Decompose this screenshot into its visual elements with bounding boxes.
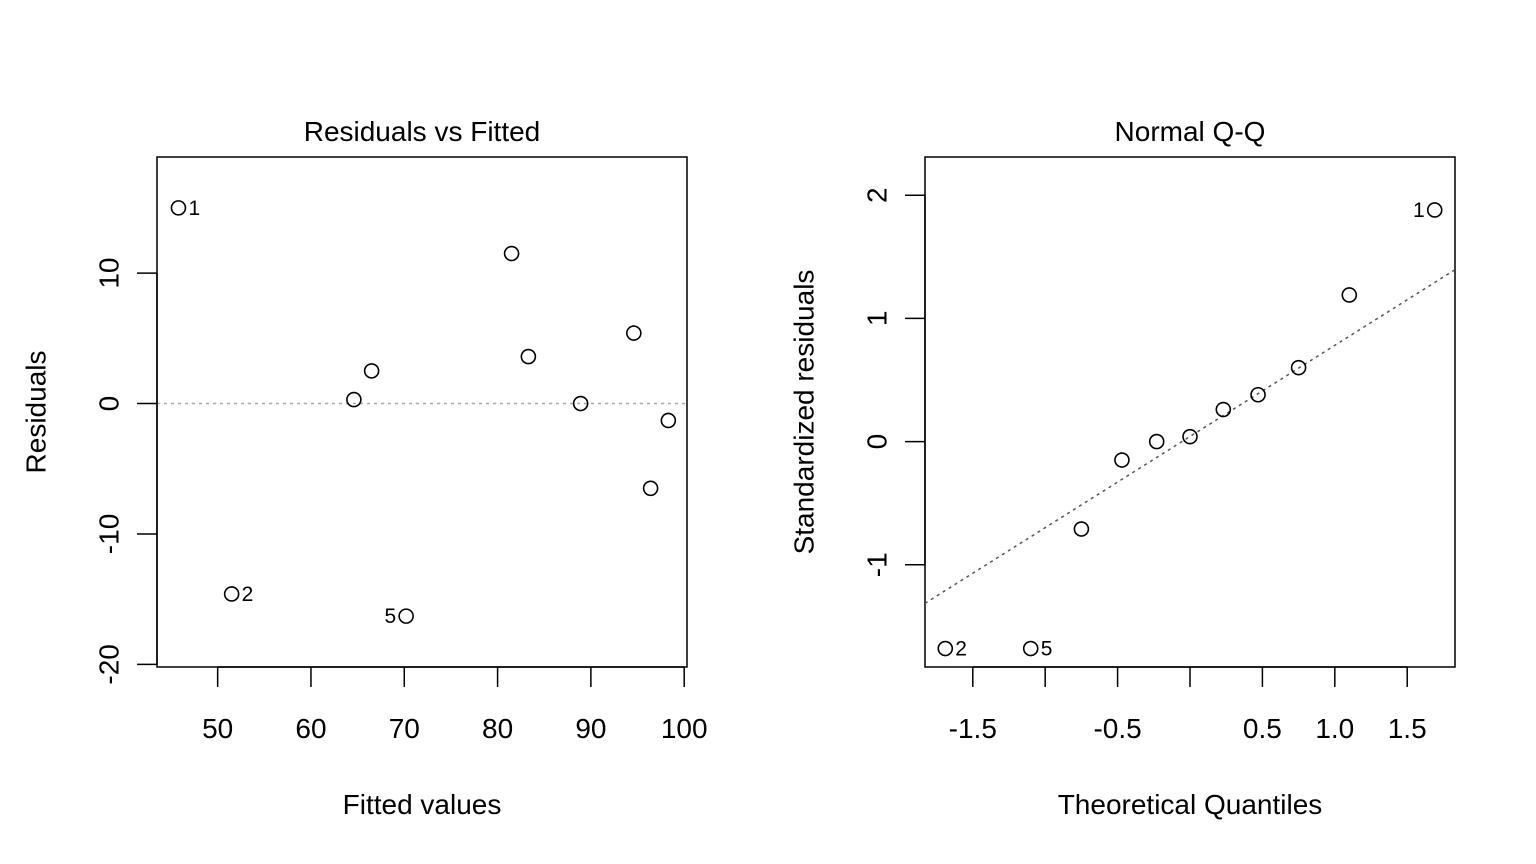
y-tick-label: 2 [862,187,893,203]
x-tick-label: -0.5 [1093,713,1141,744]
y-tick-label: 0 [862,434,893,450]
x-tick-label: 50 [202,713,233,744]
y-tick-label: 1 [862,311,893,327]
data-point [1114,452,1130,468]
chart-title: Residuals vs Fitted [304,116,541,147]
plot-frame [924,156,1456,668]
point-label: 5 [384,605,396,628]
point-label: 5 [1041,638,1053,661]
x-axis-label: Theoretical Quantiles [1058,789,1323,820]
data-point [520,348,537,365]
data-point [626,325,642,341]
data-point [1426,202,1443,218]
y-tick-label: -1 [862,552,893,577]
data-point [1215,401,1232,418]
point-label: 2 [955,638,967,661]
x-tick-label: 90 [575,713,606,744]
y-tick-label: 0 [94,396,125,412]
point-label: 1 [188,197,200,220]
data-point [398,608,414,624]
data-point [1250,386,1266,403]
data-point [1022,640,1039,657]
chart-title: Normal Q-Q [1115,116,1266,147]
data-point [572,395,589,412]
data-point [346,391,362,408]
y-tick-label: 10 [94,258,125,289]
data-point [170,200,187,216]
y-tick-label: -10 [94,514,125,554]
x-tick-label: 60 [295,713,326,744]
qq-reference-line [925,269,1455,604]
data-point [1182,428,1198,445]
plot-frame [156,156,688,668]
data-point [937,640,954,657]
data-point [363,363,380,379]
x-axis-label: Fitted values [343,789,502,820]
x-tick-label: 80 [482,713,513,744]
y-tick-label: -20 [94,644,125,684]
y-axis-label: Residuals [21,351,52,474]
x-tick-label: -1.5 [949,713,997,744]
x-tick-label: 1.0 [1315,713,1354,744]
data-point [223,586,240,602]
x-tick-label: 0.5 [1243,713,1282,744]
residuals-vs-fitted-panel: Residuals vs Fitted 50 60 70 80 90 100 -20 -10 0 1… [21,116,708,820]
point-label: 1 [1413,199,1425,222]
x-tick-label: 100 [661,713,708,744]
x-tick-label: 70 [389,713,420,744]
point-label: 2 [242,583,254,606]
data-point [1290,359,1307,376]
data-point [660,412,677,429]
normal-qq-panel: Normal Q-Q -1.5 -0.5 0.5 1.0 1.5 -1 0 1 2 Theoreti… [789,116,1456,820]
data-point [642,480,659,497]
x-tick-label: 1.5 [1388,713,1427,744]
data-point [1073,521,1090,537]
data-point [1341,287,1358,303]
y-axis-label: Standardized residuals [789,270,820,555]
data-point [1148,433,1165,450]
data-point [503,245,520,262]
